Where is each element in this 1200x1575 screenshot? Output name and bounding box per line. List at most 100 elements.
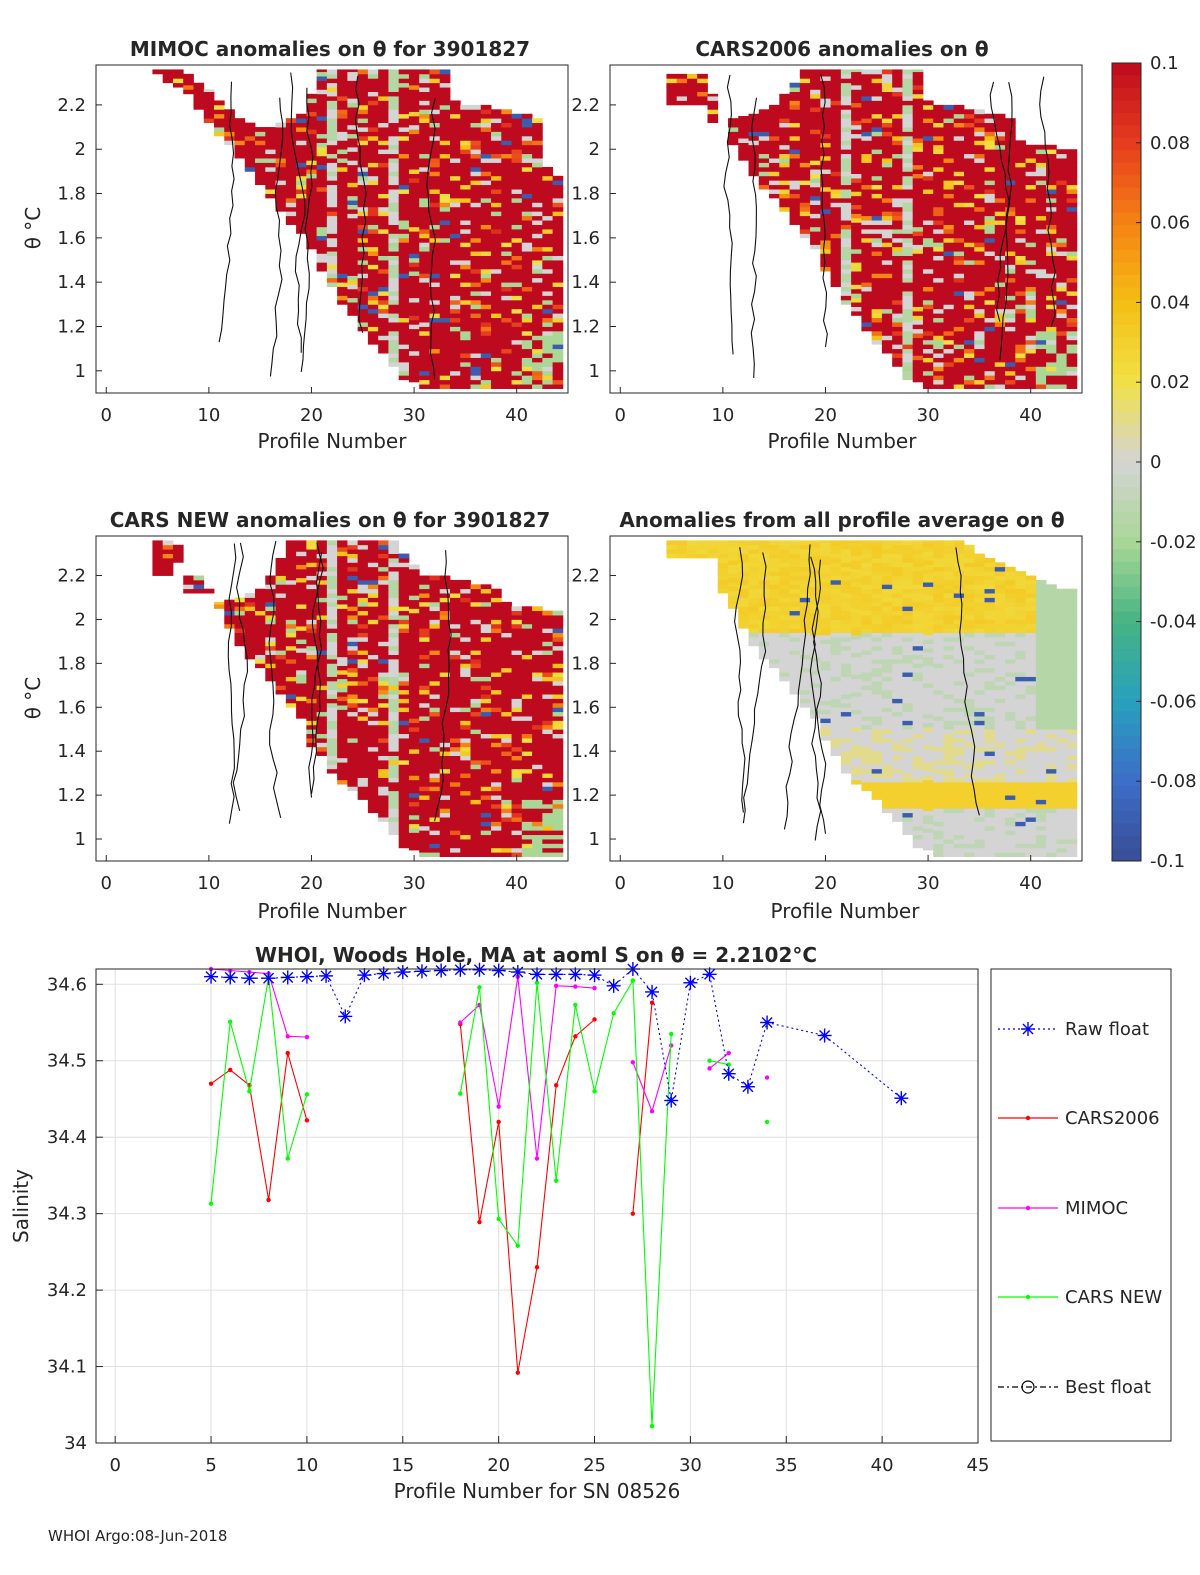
heatmap-cell <box>337 643 348 649</box>
heatmap-cell <box>491 610 502 616</box>
heatmap-cell <box>408 191 420 197</box>
heatmap-cell <box>953 291 965 296</box>
heatmap-cell <box>480 357 492 363</box>
heatmap-cell <box>326 113 338 119</box>
heatmap-cell <box>902 153 914 159</box>
heatmap-cell <box>779 135 790 141</box>
heatmap-cell <box>224 140 235 146</box>
heatmap-cell <box>532 237 543 243</box>
heatmap-cell <box>470 746 482 752</box>
heatmap-cell <box>1015 246 1026 252</box>
heatmap-cell <box>769 131 780 137</box>
heatmap-cell <box>419 260 430 265</box>
heatmap-cell <box>460 619 471 625</box>
heatmap-cell <box>902 330 914 336</box>
heatmap-cell <box>861 299 873 305</box>
heatmap-cell <box>408 770 420 776</box>
heatmap-cell <box>470 153 482 159</box>
heatmap-cell <box>491 751 502 756</box>
heatmap-cell <box>429 180 441 186</box>
heatmap-cell <box>408 253 420 259</box>
heatmap-cell <box>460 295 471 301</box>
heatmap-cell <box>840 286 852 292</box>
heatmap-cell <box>1046 224 1057 230</box>
heatmap-cell <box>1005 153 1016 159</box>
heatmap-cell <box>419 189 430 194</box>
heatmap-cell <box>1066 268 1078 274</box>
heatmap-cell <box>398 654 410 660</box>
heatmap-cell <box>439 667 451 673</box>
heatmap-cell <box>912 253 924 259</box>
heatmap-cell <box>255 663 266 669</box>
heatmap-cell <box>501 601 512 607</box>
heatmap-cell <box>388 588 400 594</box>
heatmap-cell <box>912 275 924 281</box>
heatmap-cell <box>419 220 430 225</box>
heatmap-cell <box>666 91 678 97</box>
heatmap-cell <box>943 144 955 150</box>
heatmap-cell <box>480 812 492 818</box>
heatmap-cell <box>460 118 471 124</box>
heatmap-cell <box>810 235 821 241</box>
heatmap-cell <box>1035 273 1047 279</box>
heatmap-cell <box>450 317 461 323</box>
heatmap-cell <box>439 299 451 305</box>
heatmap-cell <box>789 206 801 212</box>
heatmap-cell <box>1056 162 1068 168</box>
heatmap-cell <box>840 149 852 155</box>
heatmap-cell <box>480 825 492 831</box>
heatmap-cell <box>974 295 985 301</box>
heatmap-cell <box>922 348 934 354</box>
heatmap-cell <box>388 326 400 332</box>
heatmap-cell <box>953 313 965 319</box>
heatmap-cell <box>799 82 811 88</box>
heatmap-cell <box>1056 348 1068 354</box>
heatmap-cell <box>450 189 461 194</box>
heatmap-cell <box>830 246 842 252</box>
heatmap-cell <box>357 224 369 230</box>
heatmap-cell <box>1035 344 1047 350</box>
heatmap-cell <box>337 652 348 658</box>
heatmap-cell <box>388 339 400 345</box>
heatmap-cell <box>388 817 400 822</box>
heatmap-cell <box>408 284 420 290</box>
heatmap-cell <box>532 202 543 208</box>
heatmap-cell <box>501 764 512 770</box>
heatmap-cell <box>964 144 975 150</box>
heatmap-cell <box>861 118 873 124</box>
heatmap-cell <box>1046 260 1057 265</box>
heatmap-cell <box>1046 282 1057 288</box>
heatmap-cell <box>419 663 430 669</box>
heatmap-cell <box>820 147 832 152</box>
heatmap-cell <box>480 637 492 642</box>
heatmap-cell <box>532 242 543 248</box>
heatmap-cell <box>922 313 934 319</box>
heatmap-cell <box>994 127 1006 132</box>
heatmap-cell <box>974 109 985 115</box>
heatmap-cell <box>357 313 369 319</box>
heatmap-cell <box>378 584 389 590</box>
heatmap-cell <box>388 335 400 341</box>
heatmap-cell <box>296 608 307 614</box>
heatmap-cell <box>378 135 389 141</box>
heatmap-cell <box>316 606 328 612</box>
heatmap-cell <box>460 839 471 844</box>
heatmap-cell <box>419 597 430 603</box>
heatmap-cell <box>1025 149 1037 155</box>
heatmap-cell <box>511 202 523 208</box>
heatmap-cell <box>953 251 965 256</box>
heatmap-cell <box>357 237 369 243</box>
heatmap-cell <box>532 299 543 305</box>
heatmap-cell <box>378 773 389 778</box>
heatmap-cell <box>357 557 369 563</box>
heatmap-cell <box>1025 224 1037 230</box>
heatmap-cell <box>460 702 471 708</box>
heatmap-cell <box>337 268 348 274</box>
heatmap-cell <box>799 140 811 146</box>
heatmap-cell <box>296 590 307 596</box>
heatmap-cell <box>501 637 512 642</box>
heatmap-cell <box>480 755 492 761</box>
heatmap-cell <box>337 735 348 741</box>
heatmap-cell <box>501 615 512 620</box>
heatmap-cell <box>974 379 985 385</box>
